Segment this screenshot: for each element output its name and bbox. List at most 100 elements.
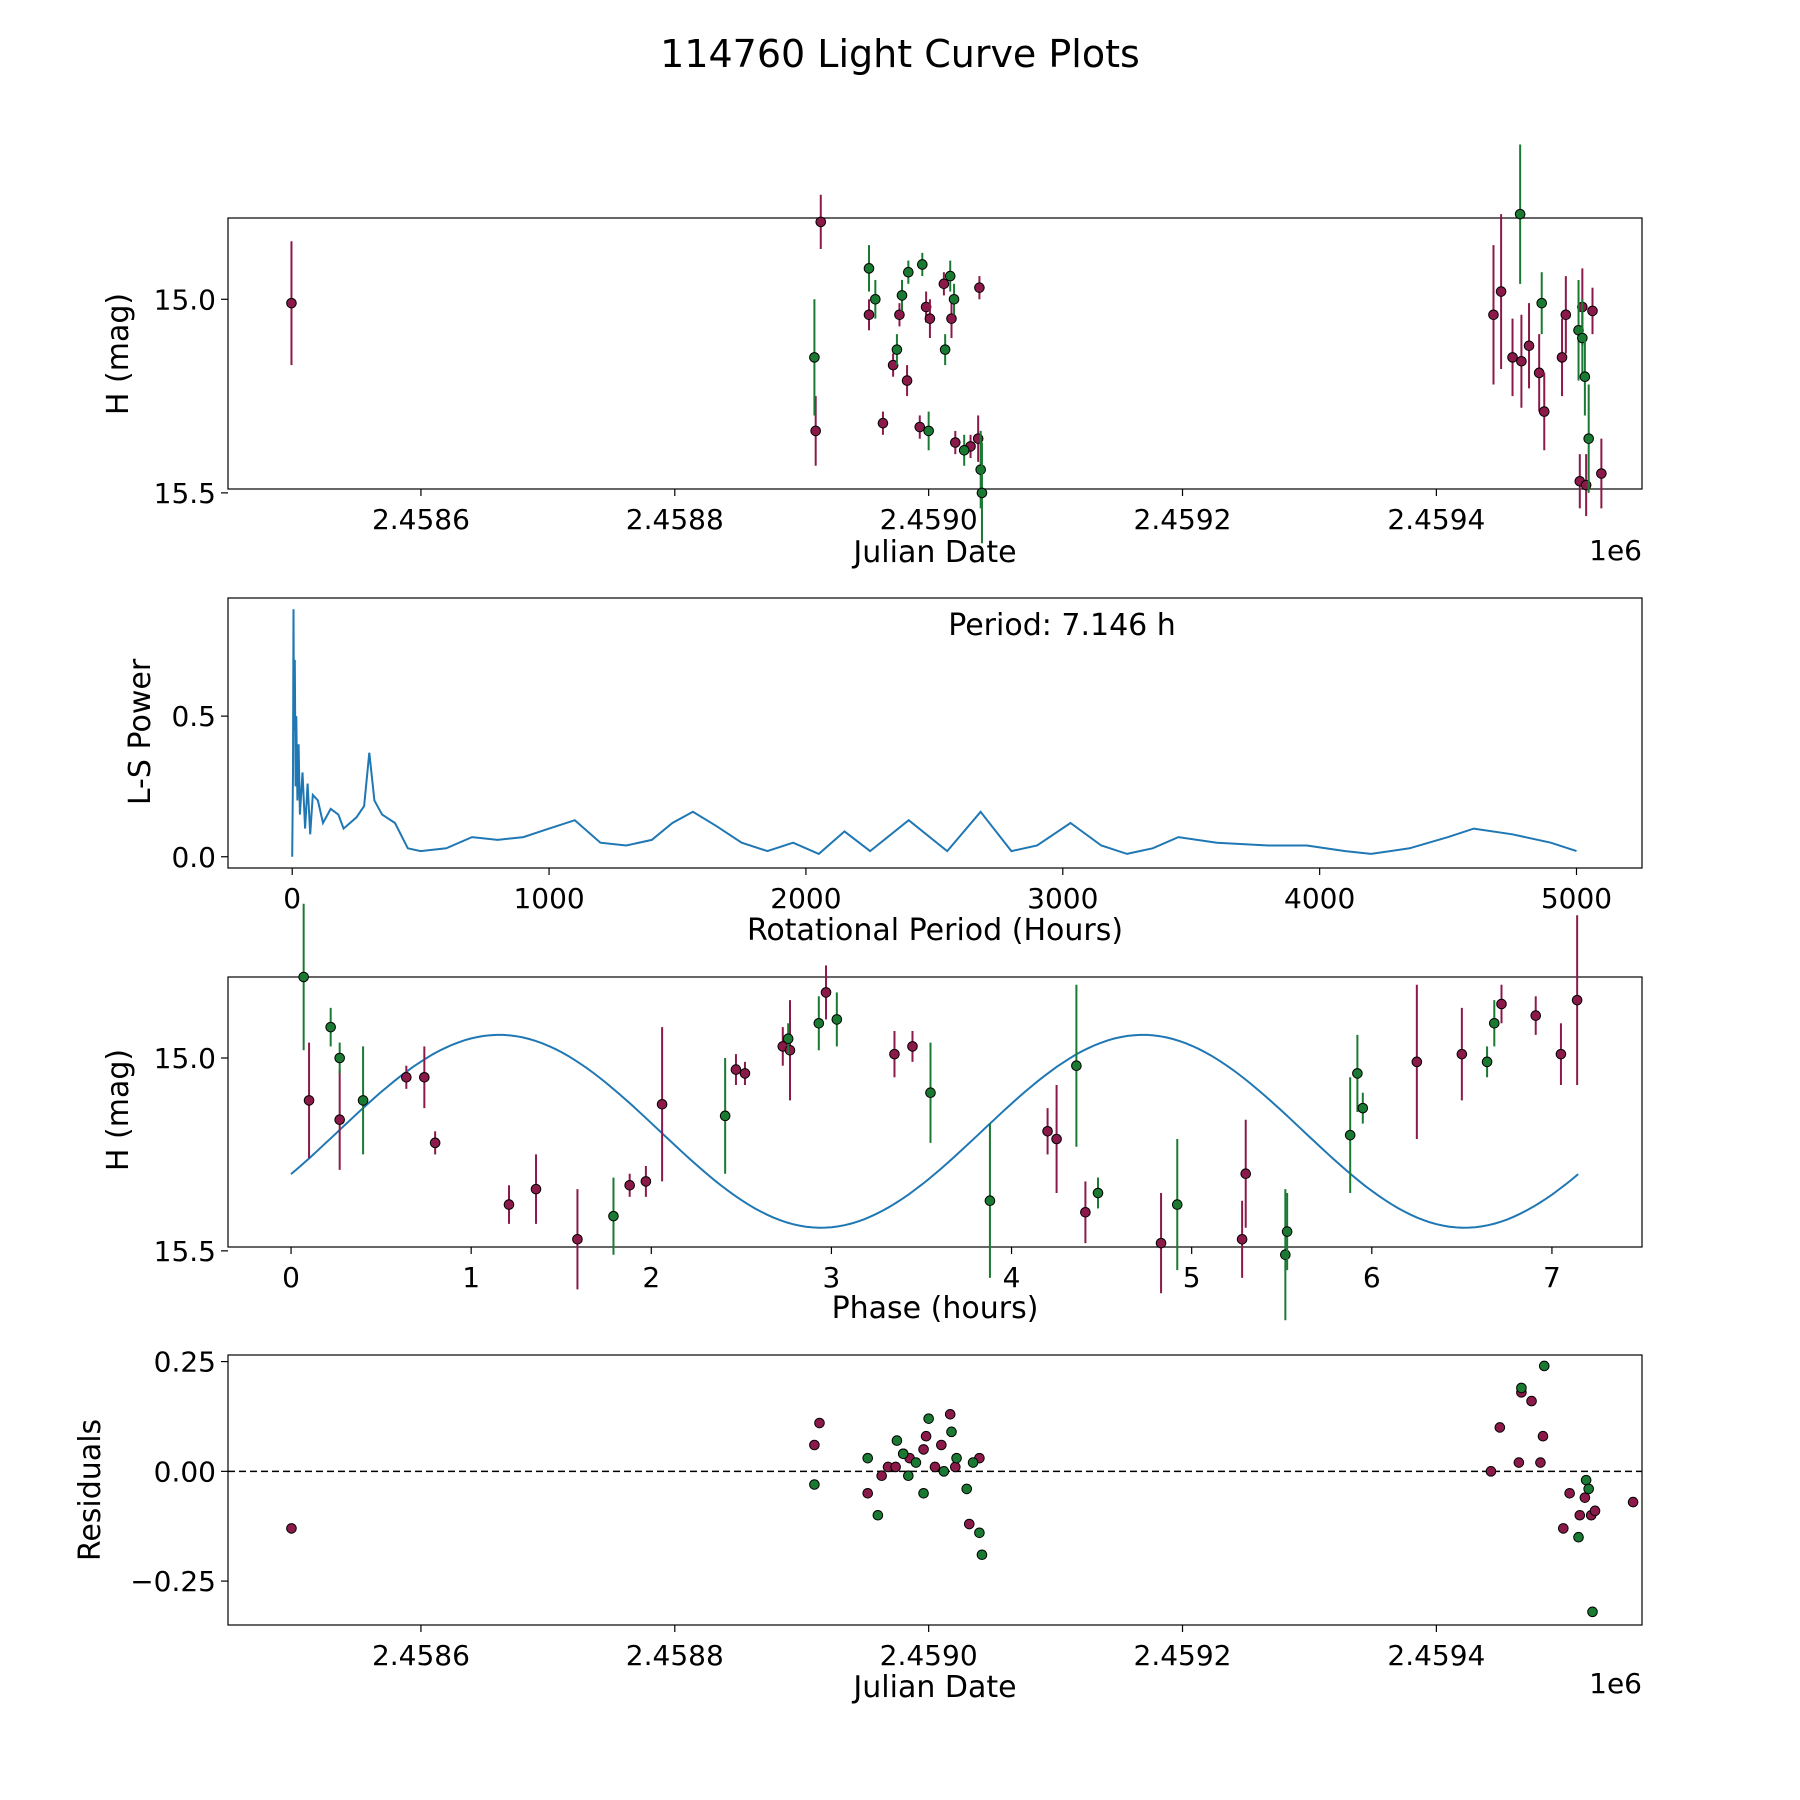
lightcurve-green-point: [923, 425, 934, 437]
phased-green-point: [298, 971, 309, 983]
lightcurve-red-point: [877, 417, 889, 429]
phased-red-point: [1496, 998, 1507, 1010]
residuals-red-point: [1574, 1509, 1586, 1521]
lightcurve-green-point: [1583, 433, 1594, 444]
lightcurve-red-point: [901, 375, 913, 386]
figure-title: 114760 Light Curve Plots: [660, 32, 1140, 76]
phased-xlabel: Phase (hours): [832, 1291, 1039, 1326]
periodogram-frame: [227, 597, 1643, 869]
lightcurve-red-point: [1560, 309, 1572, 321]
residuals-green-point: [951, 1452, 962, 1464]
phased-green-point: [1352, 1068, 1363, 1079]
phased-green-point: [1071, 1060, 1082, 1072]
phased-red-point: [419, 1071, 430, 1083]
phased-green-point: [1344, 1129, 1356, 1141]
residuals-green-point: [1573, 1531, 1584, 1543]
phased-xtick-label: 0: [282, 1261, 300, 1294]
residuals-xtick-label: 2.4586: [372, 1639, 470, 1672]
residuals-green-point: [891, 1435, 903, 1446]
lightcurve-green-point: [870, 294, 881, 305]
residuals-green-point: [961, 1483, 973, 1495]
phased-xtick-label: 1: [462, 1261, 480, 1294]
phased-red-point: [907, 1041, 918, 1052]
lightcurve-red-point: [894, 309, 905, 321]
residuals-red-point: [944, 1408, 956, 1420]
lightcurve-red-point: [1556, 352, 1568, 363]
lightcurve-red-point: [815, 216, 827, 228]
phased-green-point: [1357, 1102, 1369, 1114]
residuals-green-point: [872, 1509, 884, 1521]
phased-red-point: [1571, 994, 1583, 1006]
residuals-red-point: [890, 1461, 901, 1473]
lightcurve-frame: [227, 217, 1643, 490]
residuals-green-point: [1516, 1382, 1527, 1394]
phased-red-point: [820, 987, 832, 998]
residuals-red-point: [1589, 1505, 1601, 1517]
lightcurve-panel: Julian Date H (mag) 1e6 2.4586 2.4588 2.45…: [101, 144, 1643, 570]
phased-red-point: [401, 1071, 412, 1083]
lightcurve-xlabel: Julian Date: [851, 535, 1016, 570]
phased-green-point: [1171, 1199, 1183, 1210]
phased-green-point: [1481, 1056, 1493, 1068]
phased-fit-curve: [290, 1033, 1579, 1229]
lightcurve-xtick-label: 2.4590: [880, 503, 978, 536]
lightcurve-red-point: [1516, 355, 1527, 367]
lightcurve-ytick-label: 15.5: [154, 477, 216, 510]
phased-red-point: [739, 1068, 751, 1079]
phased-xtick-label: 4: [1003, 1261, 1021, 1294]
period-annotation: Period: 7.146 h: [948, 608, 1176, 643]
lightcurve-red-point: [1523, 340, 1535, 352]
residuals-green-point: [918, 1487, 929, 1499]
residuals-green-point: [1538, 1360, 1550, 1372]
lightcurve-xtick-label: 2.4586: [372, 503, 470, 536]
lightcurve-green-point: [1579, 371, 1591, 383]
residuals-ylabel: Residuals: [73, 1419, 108, 1561]
residuals-green-point: [897, 1448, 909, 1460]
phased-green-point: [1280, 1249, 1291, 1261]
residuals-panel: Julian Date Residuals 1e6 2.4586 2.4588 2.…: [73, 1346, 1643, 1705]
residuals-green-point: [1583, 1483, 1594, 1495]
phased-red-point: [1530, 1010, 1542, 1021]
lightcurve-green-point: [976, 487, 988, 499]
residuals-red-point: [936, 1439, 947, 1451]
residuals-xtick-label: 2.4592: [1134, 1639, 1232, 1672]
periodogram-xtick-label: 0: [283, 882, 301, 915]
lightcurve-red-point: [1488, 309, 1499, 321]
phased-red-point: [1411, 1056, 1423, 1068]
phased-green-point: [782, 1033, 794, 1045]
lightcurve-xtick-label: 2.4588: [626, 503, 724, 536]
phased-red-point: [429, 1137, 441, 1149]
phased-green-point: [357, 1095, 369, 1106]
phased-green-point: [813, 1017, 825, 1029]
residuals-red-point: [963, 1518, 975, 1530]
lightcurve-ylabel: H (mag): [101, 293, 136, 415]
lightcurve-green-point: [939, 344, 951, 355]
lightcurve-red-point: [938, 278, 950, 290]
residuals-green-point: [903, 1470, 914, 1482]
phased-ytick-label: 15.5: [154, 1235, 216, 1268]
lightcurve-red-point: [946, 313, 957, 324]
residuals-red-point: [950, 1461, 961, 1473]
lightcurve-red-point: [286, 297, 297, 309]
periodogram-xtick-label: 2000: [770, 882, 841, 915]
lightcurve-green-point: [891, 344, 903, 355]
phased-red-point: [503, 1199, 515, 1210]
lightcurve-red-point: [950, 437, 961, 448]
periodogram-panel: Rotational Period (Hours) L-S Power Peri…: [123, 597, 1643, 948]
phased-red-point: [1051, 1133, 1062, 1145]
lightcurve-red-point: [1495, 286, 1507, 297]
residuals-frame: [227, 1354, 1643, 1626]
phased-red-point: [1155, 1237, 1167, 1249]
residuals-green-point: [976, 1549, 988, 1561]
phased-panel: Phase (hours) H (mag) 0 1 2 3 4 5 6 7 15.0 15.5: [101, 903, 1643, 1326]
periodogram-xtick-label: 5000: [1541, 882, 1612, 915]
residuals-xtick-label: 2.4588: [626, 1639, 724, 1672]
residuals-green-point: [862, 1452, 874, 1464]
lightcurve-green-point: [958, 444, 970, 456]
phased-red-point: [1236, 1233, 1248, 1245]
residuals-red-point: [1537, 1430, 1549, 1442]
residuals-red-point: [1485, 1466, 1497, 1477]
lightcurve-red-point: [974, 282, 985, 293]
phased-red-point: [730, 1064, 742, 1075]
residuals-red-point: [809, 1439, 820, 1451]
